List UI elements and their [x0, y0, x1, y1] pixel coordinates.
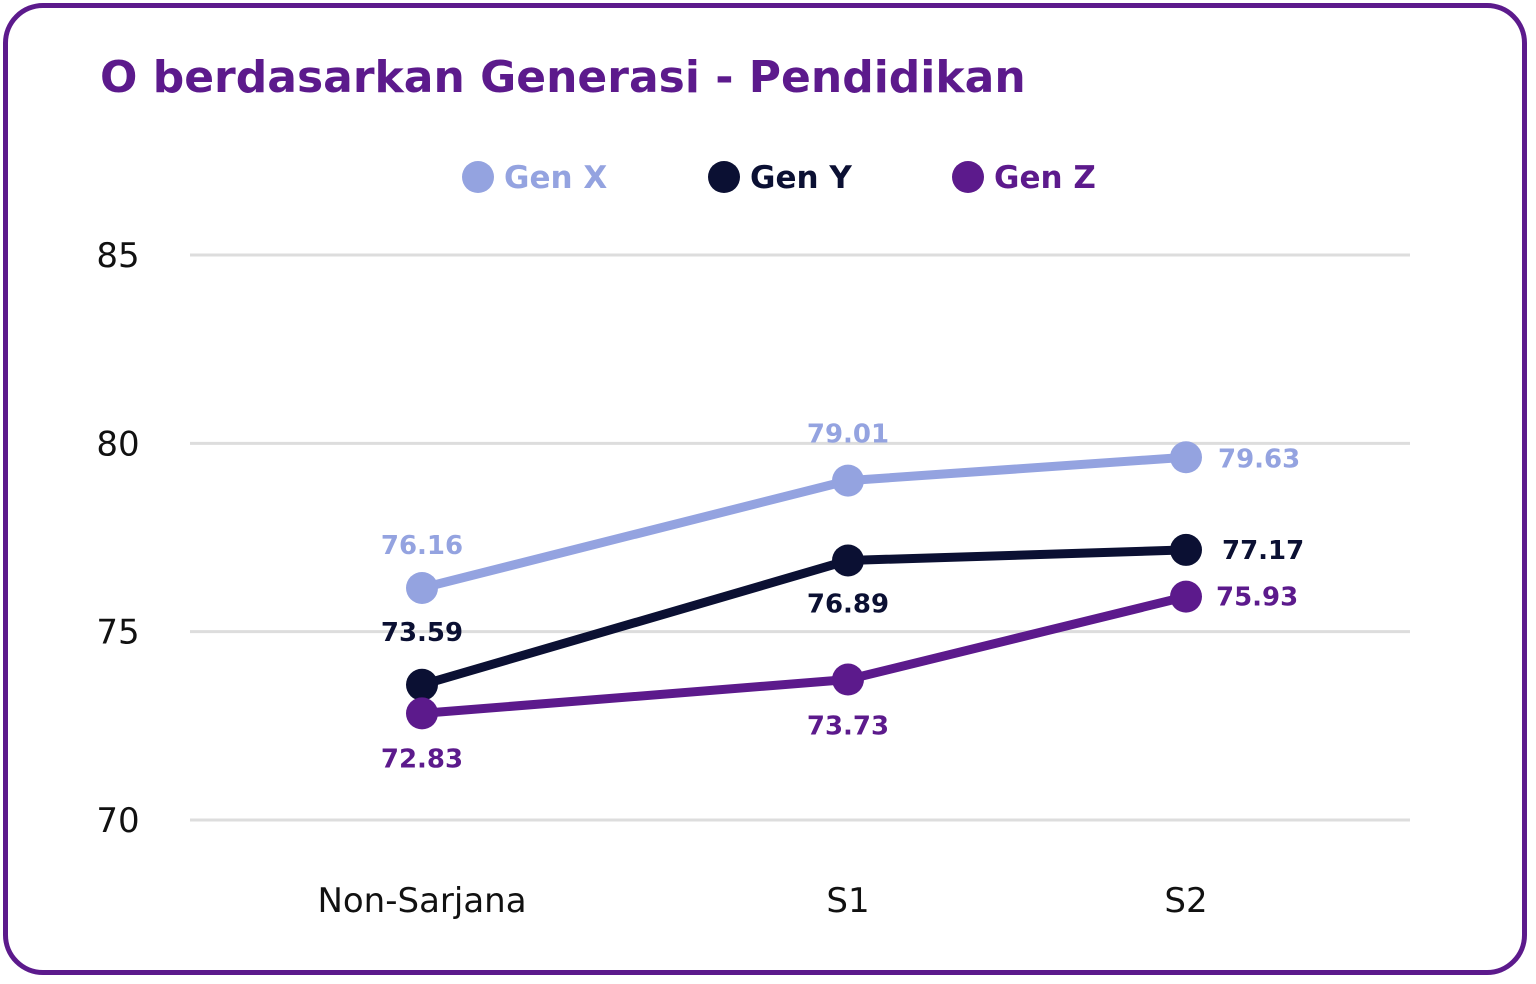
chart-title: O berdasarkan Generasi - Pendidikan: [100, 52, 1026, 103]
series-line: [420, 452, 1187, 593]
legend-label: Gen Z: [994, 160, 1096, 196]
data-point: [1170, 580, 1202, 613]
y-tick-label: 70: [96, 801, 139, 841]
data-label: 77.17: [1222, 536, 1304, 566]
series-line: [420, 545, 1187, 690]
legend-marker: [708, 161, 740, 193]
data-label: 75.93: [1216, 583, 1298, 613]
data-label: 73.59: [381, 618, 463, 648]
y-tick-label: 80: [96, 424, 139, 464]
legend-label: Gen Y: [750, 160, 852, 196]
x-tick-label: S2: [1164, 881, 1207, 921]
data-label: 79.01: [807, 420, 889, 450]
data-point: [406, 571, 438, 604]
data-point: [832, 544, 864, 577]
data-label: 76.89: [807, 589, 889, 619]
data-label: 73.73: [807, 712, 889, 742]
y-tick-label: 85: [96, 236, 139, 276]
legend-label: Gen X: [504, 160, 607, 196]
chart-card: [3, 3, 1527, 975]
data-point: [1170, 441, 1202, 474]
x-tick-label: S1: [826, 881, 869, 921]
data-point: [832, 663, 864, 696]
legend-marker: [462, 161, 494, 193]
data-point: [406, 668, 438, 701]
y-tick-label: 75: [96, 613, 139, 653]
data-point: [1170, 533, 1202, 566]
legend-marker: [952, 161, 984, 193]
data-label: 76.16: [381, 531, 463, 561]
data-point: [832, 464, 864, 497]
data-point: [406, 697, 438, 730]
x-tick-label: Non-Sarjana: [317, 881, 526, 921]
data-label: 72.83: [381, 744, 463, 774]
data-label: 79.63: [1218, 444, 1300, 474]
